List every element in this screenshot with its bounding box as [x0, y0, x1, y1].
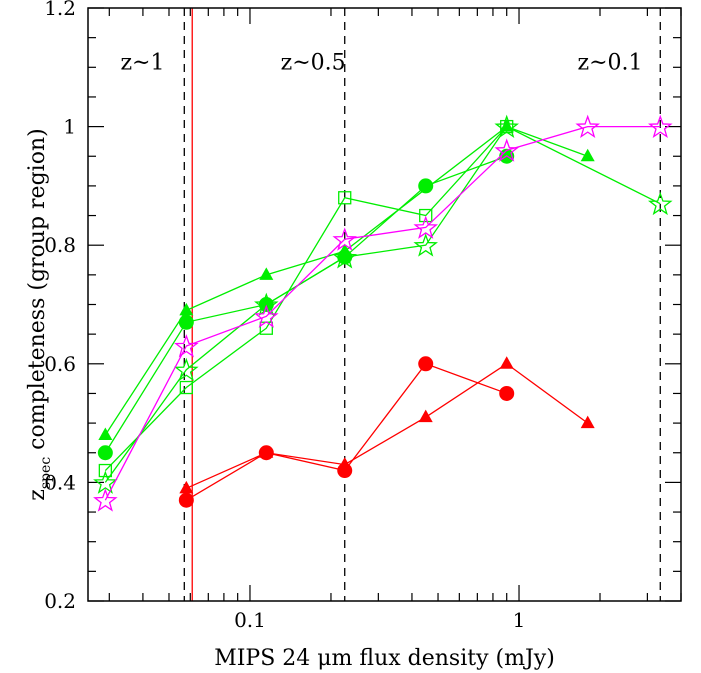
- star-marker: [647, 191, 673, 216]
- square-marker: [419, 208, 433, 223]
- star-marker: [494, 138, 519, 162]
- circle-marker: [499, 385, 515, 401]
- square-marker: [179, 380, 193, 395]
- series-line: [104, 125, 661, 501]
- circle-marker: [258, 445, 274, 461]
- series-group: [93, 114, 673, 512]
- circle-marker: [418, 178, 434, 194]
- annotations: z~1 z~0.5 z~0.1: [120, 50, 642, 75]
- axis-ticks: [88, 7, 682, 602]
- triangle-marker: [179, 480, 194, 494]
- circle-marker: [337, 463, 353, 479]
- series-line: [104, 125, 661, 483]
- triangle-marker: [98, 427, 113, 440]
- triangle-marker: [179, 302, 194, 316]
- star-marker: [254, 304, 279, 328]
- star-marker: [332, 245, 358, 269]
- circle-marker: [418, 356, 434, 372]
- data-series: [93, 114, 673, 512]
- star-marker: [254, 292, 279, 316]
- star-marker: [174, 357, 199, 382]
- circle-marker: [97, 445, 113, 461]
- triangle-marker: [418, 409, 433, 423]
- circle-marker: [178, 492, 194, 508]
- triangle-marker: [580, 148, 595, 162]
- series-line: [186, 363, 589, 489]
- triangle-marker: [580, 415, 595, 429]
- series-line: [185, 363, 507, 501]
- y-tick-label: 0.4: [44, 470, 76, 494]
- triangle-marker: [259, 267, 274, 280]
- circle-marker: [178, 314, 194, 330]
- series-group: [98, 119, 514, 478]
- series-group: [178, 356, 515, 508]
- y-axis-title: zspec completeness (group region): [25, 128, 54, 500]
- y-tick-label: 1: [63, 115, 76, 139]
- series-line: [104, 125, 588, 436]
- series-group: [98, 119, 595, 440]
- star-marker: [332, 227, 358, 251]
- star-marker: [413, 233, 439, 257]
- triangle-marker: [499, 356, 514, 369]
- y-tick-label: 1.2: [44, 0, 76, 20]
- y-tick-label: 0.6: [44, 352, 76, 376]
- reference-lines: [183, 8, 661, 601]
- series-group: [93, 114, 673, 494]
- y-tick-label: 0.8: [44, 233, 76, 257]
- star-marker: [647, 114, 673, 139]
- square-marker: [98, 463, 112, 478]
- y-axis-title-main: z: [25, 489, 50, 501]
- star-marker: [413, 215, 439, 239]
- series-line: [104, 126, 508, 471]
- star-marker: [575, 114, 600, 139]
- series-group: [179, 356, 595, 494]
- star-marker: [93, 488, 118, 512]
- redshift-annotation: z~0.1: [578, 50, 643, 75]
- y-axis-title-subscript: spec: [38, 457, 54, 489]
- star-marker: [93, 470, 118, 494]
- redshift-annotation: z~0.5: [281, 50, 346, 75]
- x-tick-label: 0.1: [234, 608, 266, 632]
- tick-labels: 0.2 0.4 0.6 0.8 1 1.2 0.1 1: [44, 0, 525, 632]
- y-axis-title-rest: completeness (group region): [25, 128, 50, 457]
- x-tick-label: 1: [513, 608, 526, 632]
- square-marker: [338, 191, 352, 205]
- star-marker: [494, 114, 519, 139]
- y-tick-label: 0.2: [44, 589, 76, 613]
- plot-frame: [87, 7, 682, 602]
- x-axis-title: MIPS 24 μm flux density (mJy): [214, 646, 555, 671]
- redshift-annotation: z~1: [120, 50, 164, 75]
- star-marker: [174, 334, 199, 358]
